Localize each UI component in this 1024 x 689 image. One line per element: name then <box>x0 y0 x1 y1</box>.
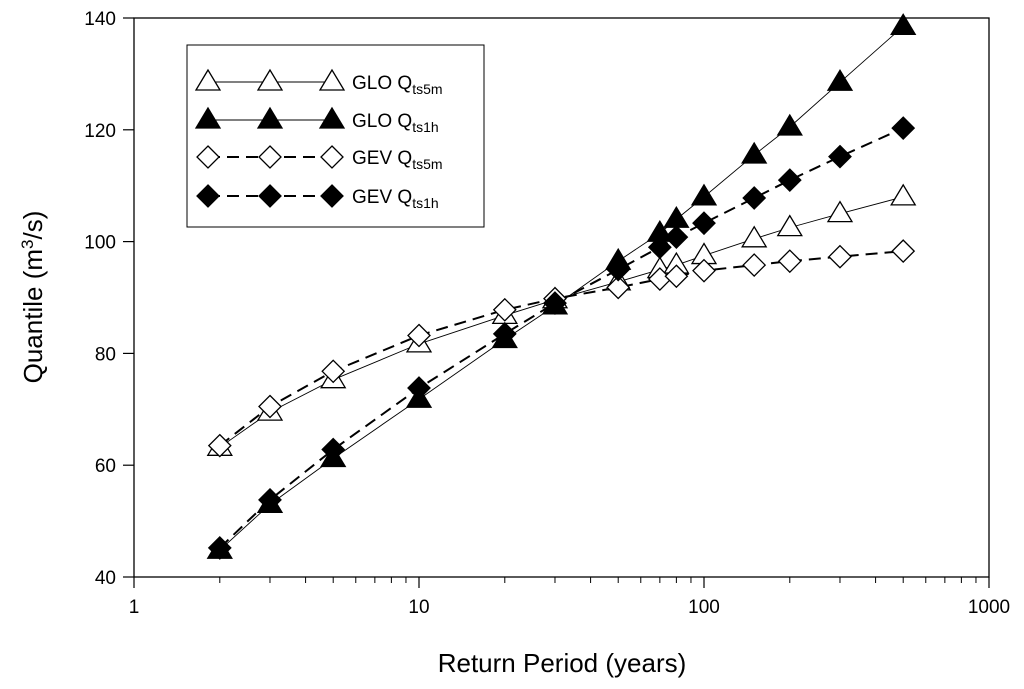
data-point <box>742 253 767 277</box>
data-point <box>891 239 916 264</box>
y-axis-title-main: Quantile (m <box>18 249 48 383</box>
legend-marker <box>194 68 222 91</box>
y-axis-title-sup: 3 <box>18 240 37 249</box>
data-point <box>258 487 282 512</box>
data-point <box>664 264 689 289</box>
data-point <box>776 113 803 136</box>
y-tick-label: 100 <box>84 233 116 254</box>
data-point <box>828 244 852 269</box>
data-point <box>777 168 802 193</box>
legend-marker <box>318 106 346 129</box>
data-point <box>890 183 917 206</box>
data-point <box>692 258 716 283</box>
data-point <box>407 323 431 348</box>
data-point <box>258 394 282 419</box>
legend-marker <box>256 68 284 91</box>
data-point <box>692 211 716 236</box>
data-point <box>742 186 767 210</box>
y-tick-label: 60 <box>95 456 116 477</box>
y-axis-title-end: /s) <box>18 211 48 240</box>
x-tick-label: 1000 <box>968 597 1010 618</box>
legend-marker <box>320 184 344 208</box>
legend-marker <box>196 145 220 169</box>
series-markers <box>206 13 917 560</box>
data-point <box>828 144 852 169</box>
data-point <box>741 141 768 164</box>
legend: GLO Qts5m GLO Qts1h GEV Qts5m GEV Qts1h <box>186 44 485 228</box>
legend-label: GEV Qts5m <box>352 148 443 172</box>
legend-label: GEV Qts1h <box>352 187 439 211</box>
legend-label: GLO Qts5m <box>352 73 443 97</box>
data-point <box>690 183 718 206</box>
axes <box>133 17 990 578</box>
legend-marker <box>196 184 220 208</box>
data-point <box>776 214 803 237</box>
y-tick-label: 120 <box>84 121 116 142</box>
data-point <box>891 116 916 141</box>
legend-marker <box>256 106 284 129</box>
data-point <box>407 376 431 400</box>
data-point <box>321 359 346 384</box>
ticks: 1 10 100 1000 40 60 80 100 120 140 <box>84 9 1010 618</box>
y-tick-label: 140 <box>84 9 116 30</box>
x-tick-label: 1 <box>129 597 140 618</box>
x-tick-label: 10 <box>408 597 429 618</box>
plot-frame <box>133 17 990 578</box>
data-point <box>207 433 232 458</box>
x-tick-label: 100 <box>688 597 720 618</box>
data-point <box>741 225 768 248</box>
y-axis-title: Quantile (m3/s) <box>18 211 48 384</box>
legend-label: GLO Qts1h <box>352 111 439 135</box>
legend-marker <box>258 184 282 208</box>
legend-marker <box>194 106 222 129</box>
legend-marker <box>258 145 282 169</box>
data-point <box>606 275 631 300</box>
data-point <box>663 205 690 228</box>
data-point <box>492 297 517 322</box>
data-point <box>826 200 854 223</box>
data-point <box>207 536 232 560</box>
data-point <box>492 321 517 346</box>
y-tick-label: 80 <box>95 344 116 365</box>
data-point <box>647 235 672 260</box>
legend-marker <box>320 145 344 169</box>
data-point <box>664 225 689 250</box>
data-point <box>890 13 917 36</box>
legend-marker <box>318 68 346 91</box>
data-point <box>606 257 631 282</box>
data-point <box>321 437 346 462</box>
y-tick-label: 40 <box>95 568 116 589</box>
data-point <box>543 291 567 316</box>
data-point <box>826 69 854 91</box>
series-line-2 <box>219 250 904 447</box>
data-point <box>777 249 802 274</box>
x-axis-title: Return Period (years) <box>438 648 687 678</box>
